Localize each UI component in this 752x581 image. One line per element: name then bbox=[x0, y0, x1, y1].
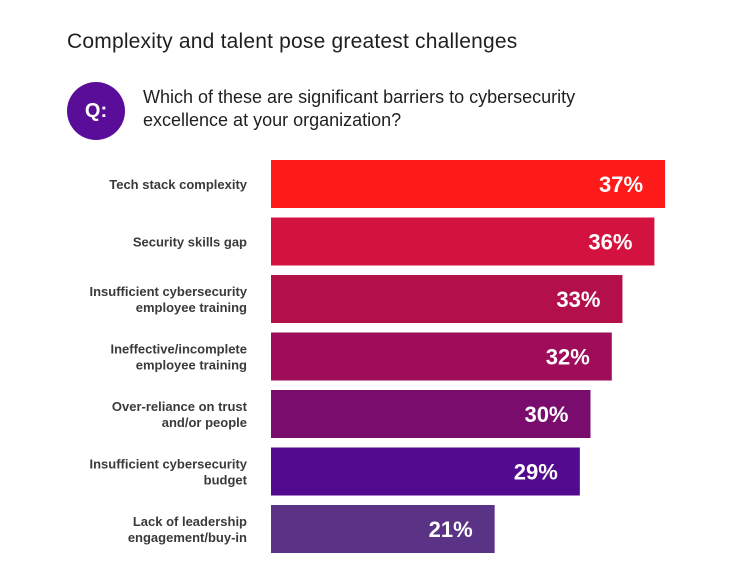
category-label-line: Over-reliance on trust bbox=[112, 399, 248, 414]
chart-title: Complexity and talent pose greatest chal… bbox=[67, 30, 518, 53]
bar-3 bbox=[271, 275, 623, 323]
bar-value-label-2: 36% bbox=[588, 230, 632, 255]
bar-value-label-6: 29% bbox=[514, 460, 558, 485]
bar-4 bbox=[271, 332, 612, 381]
category-label-4: Ineffective/incomplete employee training bbox=[110, 342, 247, 373]
bar-5 bbox=[271, 390, 591, 438]
category-label-line: employee training bbox=[136, 358, 247, 373]
category-label-1: Tech stack complexity bbox=[109, 177, 248, 192]
bar-value-label-5: 30% bbox=[524, 402, 568, 427]
question-badge: Q: bbox=[67, 82, 125, 140]
category-label-line: and/or people bbox=[162, 415, 247, 430]
category-label-line: engagement/buy-in bbox=[128, 530, 247, 545]
question-text: Which of these are significant barriers … bbox=[143, 87, 576, 130]
bar-value-label-7: 21% bbox=[429, 517, 473, 542]
bar-value-label-4: 32% bbox=[546, 345, 590, 370]
category-label-line: Insufficient cybersecurity bbox=[90, 457, 248, 472]
category-label-6: Insufficient cybersecurity budget bbox=[90, 457, 248, 488]
category-label-line: employee training bbox=[136, 300, 247, 315]
category-label-2: Security skills gap bbox=[133, 235, 247, 250]
category-label-line: Lack of leadership bbox=[133, 514, 247, 529]
category-label-line: Ineffective/incomplete bbox=[110, 342, 247, 357]
category-label-line: budget bbox=[204, 473, 248, 488]
bar-2 bbox=[271, 217, 655, 266]
bar-7 bbox=[271, 505, 495, 553]
bar-6 bbox=[271, 447, 580, 496]
category-label-3: Insufficient cybersecurity employee train… bbox=[90, 284, 248, 315]
category-label-5: Over-reliance on trust and/or people bbox=[112, 399, 248, 430]
bar-value-label-3: 33% bbox=[556, 287, 600, 312]
bar-1 bbox=[271, 160, 666, 208]
category-label-line: Insufficient cybersecurity bbox=[90, 284, 248, 299]
bar-value-label-1: 37% bbox=[599, 172, 643, 197]
category-label-line: Tech stack complexity bbox=[109, 177, 248, 192]
category-label-7: Lack of leadership engagement/buy-in bbox=[128, 514, 247, 545]
category-label-line: Security skills gap bbox=[133, 235, 247, 250]
